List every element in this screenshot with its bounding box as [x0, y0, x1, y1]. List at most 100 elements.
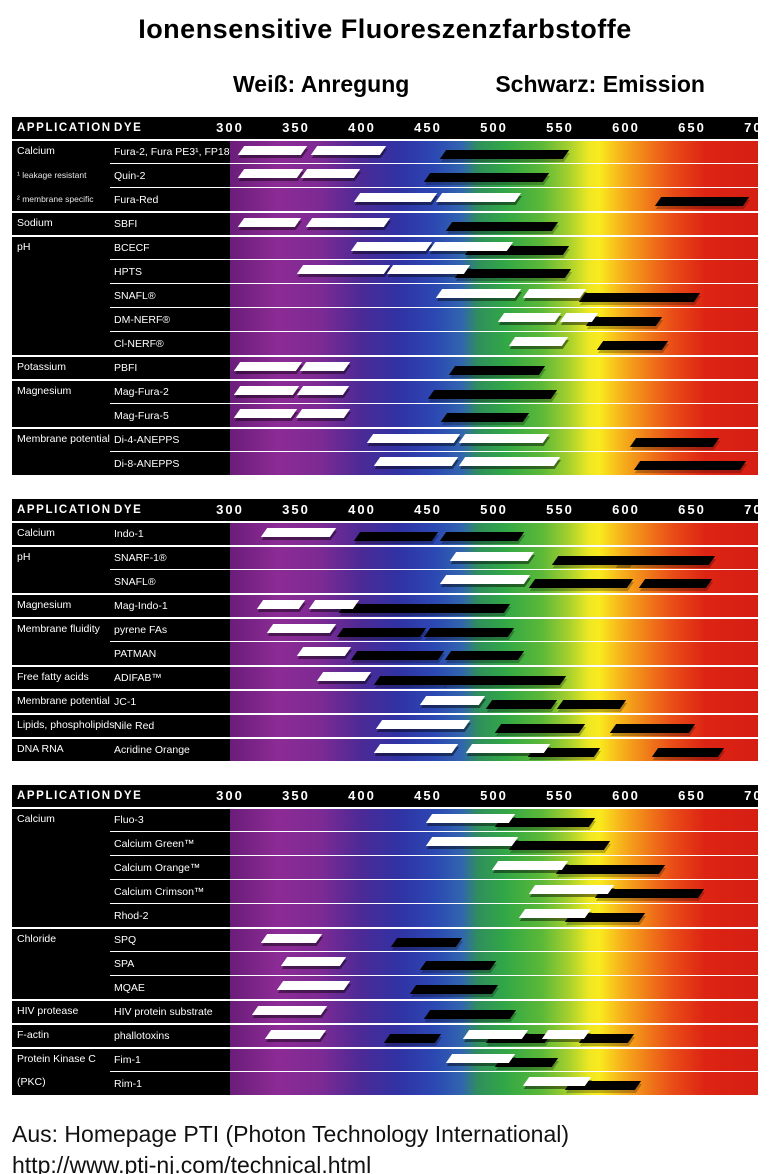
dye-cell: PBFI [110, 355, 230, 379]
dye-cell: HPTS [110, 259, 230, 283]
table-body: Calcium Indo-1 pH SNARF-1® SNAFL® Magnes… [12, 521, 758, 761]
dye-spectra-table: APPLICATION DYE 300 350 400 450 500 550 600 650… [12, 499, 770, 761]
application-label: Protein Kinase C [17, 1053, 96, 1066]
application-label: Free fatty acids [17, 671, 89, 684]
application-label: pH [17, 551, 31, 564]
excitation-band [449, 552, 535, 561]
axis-tick-label: 650 [678, 120, 706, 135]
excitation-band [459, 434, 550, 443]
spectrum-cell [230, 737, 758, 761]
spectrum-cell [230, 975, 758, 999]
application-cell: Protein Kinase C [12, 1047, 110, 1071]
axis-tick-label: 450 [414, 788, 442, 803]
application-cell: Calcium [12, 807, 110, 831]
application-cell: Membrane potential [12, 427, 110, 451]
excitation-band [296, 265, 391, 274]
dye-cell: SNARF-1® [110, 545, 230, 569]
spectrum-cell [230, 831, 758, 855]
spectrum-cell [230, 403, 758, 427]
emission-band [585, 317, 663, 326]
legend-emission-label: Schwarz: Emission [495, 71, 705, 97]
excitation-band [492, 861, 569, 870]
axis-tick-label: 550 [546, 788, 574, 803]
dye-cell: PATMAN [110, 641, 230, 665]
application-cell [12, 569, 110, 593]
table-row: pH SNARF-1® [12, 545, 758, 569]
excitation-band [459, 457, 561, 466]
emission-band [427, 390, 557, 399]
excitation-band [353, 193, 437, 202]
application-footnote: ¹ leakage resistant [17, 169, 87, 180]
application-label: Chloride [17, 933, 57, 946]
dye-cell: Mag-Fura-2 [110, 379, 230, 403]
axis-tick-label: 300 [216, 502, 244, 517]
emission-band [383, 1034, 442, 1043]
spectrum-cell [230, 617, 758, 641]
dye-cell: Di-4-ANEPPS [110, 427, 230, 451]
table-row: Calcium Indo-1 [12, 521, 758, 545]
spectrum-cell [230, 545, 758, 569]
table-row: Cl-NERF® [12, 331, 758, 355]
excitation-band [277, 981, 351, 990]
excitation-band [233, 409, 297, 418]
emission-band [419, 961, 496, 970]
excitation-band [463, 1030, 529, 1039]
dye-cell: Calcium Orange™ [110, 855, 230, 879]
dye-cell: DM-NERF® [110, 307, 230, 331]
table-row: Free fatty acids ADIFAB™ [12, 665, 758, 689]
application-column-header: APPLICATION [17, 790, 112, 802]
excitation-band [306, 218, 391, 227]
axis-tick-label: 400 [348, 502, 376, 517]
emission-band [390, 938, 462, 947]
table-row: Calcium Orange™ [12, 855, 758, 879]
emission-band [439, 532, 524, 541]
table-row: HIV protease HIV protein substrate [12, 999, 758, 1023]
excitation-band [509, 337, 569, 346]
table-row: Magnesium Mag-Fura-2 [12, 379, 758, 403]
excitation-band [373, 457, 458, 466]
emission-band [443, 676, 568, 685]
emission-band [638, 579, 713, 588]
application-footnote: ² membrane specific [17, 193, 94, 204]
application-cell [12, 641, 110, 665]
application-label: Membrane potential [17, 695, 110, 708]
application-label: F-actin [17, 1029, 50, 1042]
table-row: DM-NERF® [12, 307, 758, 331]
emission-band [445, 222, 558, 231]
dye-cell: SPA [110, 951, 230, 975]
dye-cell: SBFI [110, 211, 230, 235]
application-cell: Potassium [12, 355, 110, 379]
application-cell: Magnesium [12, 593, 110, 617]
dye-column-header: DYE [114, 504, 143, 516]
application-cell: Lipids, phospholipids [12, 713, 114, 737]
application-cell: Membrane potential [12, 689, 110, 713]
spectrum-cell [230, 235, 758, 259]
dye-cell: Fura-Red [110, 187, 230, 211]
emission-band [529, 579, 634, 588]
application-cell: Calcium [12, 139, 110, 163]
excitation-band [445, 1054, 516, 1063]
application-label: Potassium [17, 361, 67, 374]
emission-band [444, 651, 524, 660]
axis-tick-label: 700 [744, 502, 770, 517]
table-row: ¹ leakage resistant Quin-2 [12, 163, 758, 187]
emission-band [455, 269, 572, 278]
application-label: DNA RNA [17, 743, 64, 756]
dye-cell: Indo-1 [110, 521, 230, 545]
axis-tick-label: 700 [744, 120, 770, 135]
dye-cell: SPQ [110, 927, 230, 951]
application-cell [12, 903, 110, 927]
spectrum-cell [230, 163, 758, 187]
emission-band [494, 724, 586, 733]
excitation-band [350, 242, 433, 251]
excitation-band [522, 289, 586, 298]
dye-cell: Mag-Indo-1 [110, 593, 230, 617]
table-header-row: APPLICATION DYE 300 350 400 450 500 550 600 650… [12, 499, 770, 521]
table-row: Mag-Fura-5 [12, 403, 758, 427]
spectrum-cell [230, 593, 758, 617]
axis-tick-label: 450 [414, 502, 442, 517]
page-title: Ionensensitive Fluoreszenzfarbstoffe [138, 14, 632, 44]
table-row: Di-8-ANEPPS [12, 451, 758, 475]
dye-cell: Calcium Crimson™ [110, 879, 230, 903]
